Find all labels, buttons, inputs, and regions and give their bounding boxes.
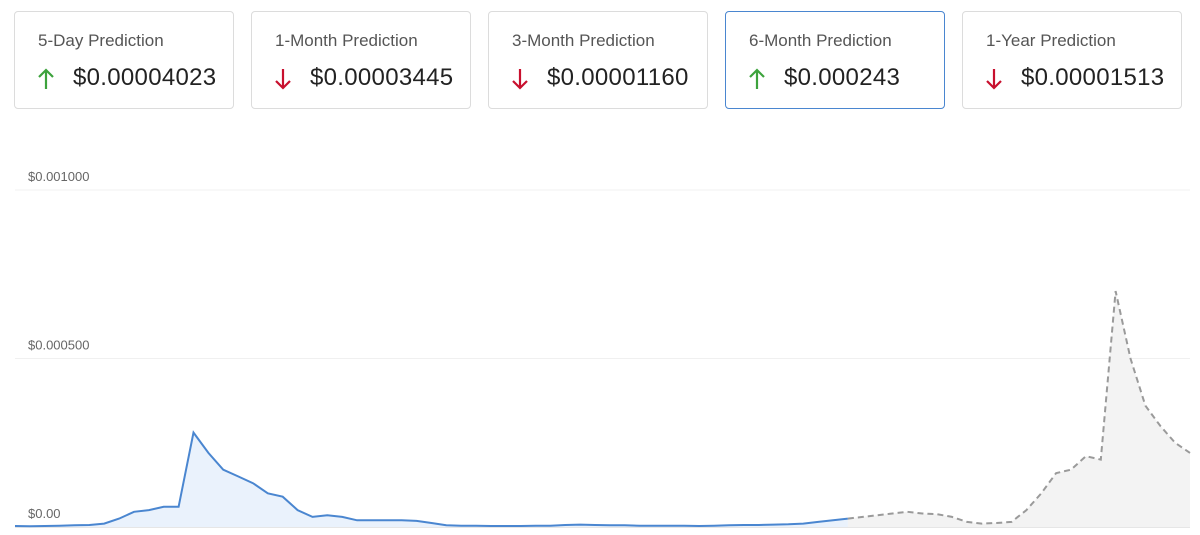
prediction-card[interactable]: 5-Day Prediction $0.00004023 [14,11,234,109]
card-label: 6-Month Prediction [749,31,892,50]
trend-arrow [38,68,54,89]
line [14,430,849,528]
prediction-card[interactable]: 1-Year Prediction $0.00001513 [962,11,1182,109]
prediction-card[interactable]: 1-Month Prediction $0.00003445 [251,11,471,109]
card-label: 1-Year Prediction [986,31,1116,50]
card-value: $0.00004023 [73,64,217,91]
chart: $0.00 $0.000500 $0.001000 [14,169,1191,528]
y-tick-label: $0.00 [28,506,61,521]
card-value: $0.00001160 [547,64,689,91]
card-value: $0.00001513 [1021,64,1165,91]
trend-arrow [275,69,291,90]
card-label: 3-Month Prediction [512,31,655,50]
card-label: 1-Month Prediction [275,31,418,50]
card-value: $0.00003445 [310,64,454,91]
trend-arrow [749,68,765,89]
prediction-card[interactable]: 6-Month Prediction $0.000243 [725,11,945,109]
trend-arrow [512,69,528,90]
area [15,432,848,527]
y-tick-label: $0.001000 [28,169,89,184]
line [847,290,1191,525]
y-tick-label: $0.000500 [28,338,89,353]
card-value: $0.000243 [784,64,901,91]
prediction-card[interactable]: 3-Month Prediction $0.00001160 [488,11,708,109]
card-label: 5-Day Prediction [38,31,164,50]
area [847,291,1190,527]
trend-arrow [986,69,1002,90]
